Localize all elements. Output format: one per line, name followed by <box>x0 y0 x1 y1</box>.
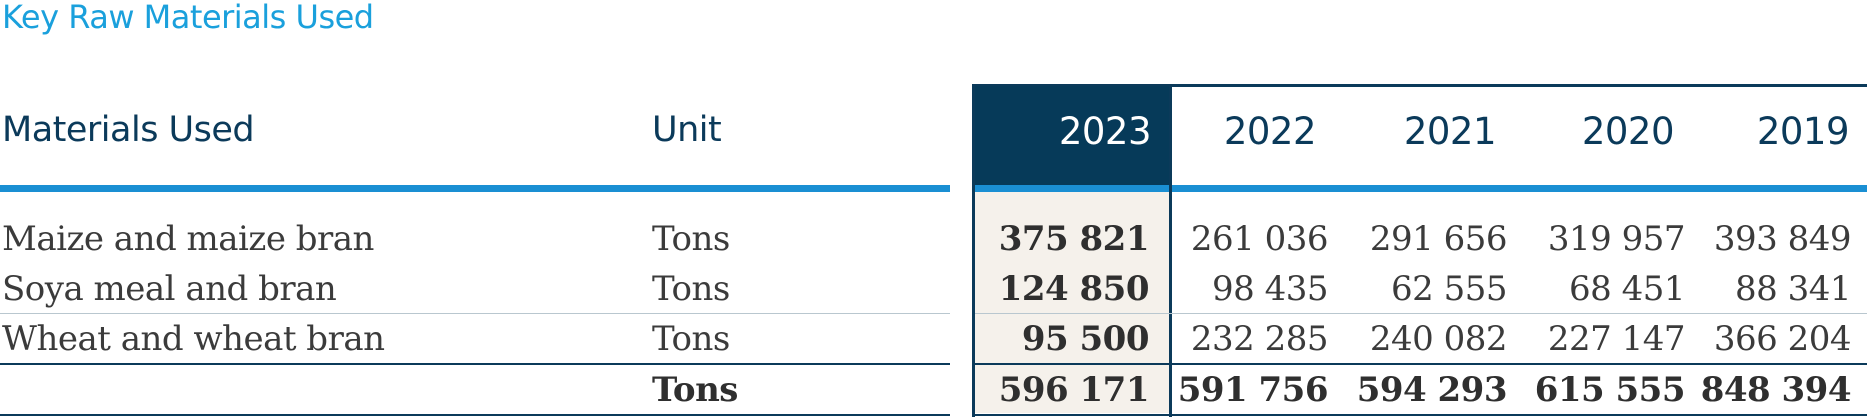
row-value-2022: 232 285 <box>1190 319 1329 359</box>
row-value-2020: 319 957 <box>1547 219 1686 259</box>
row-value-2022: 261 036 <box>1190 219 1329 259</box>
row-material: Maize and maize bran <box>2 219 374 259</box>
row-material: Wheat and wheat bran <box>2 319 385 359</box>
total-value-2023: 596 171 <box>998 370 1150 410</box>
row-value-2021: 240 082 <box>1369 319 1508 359</box>
row-unit: Tons <box>652 219 730 259</box>
page-title: Key Raw Materials Used <box>2 0 374 36</box>
header-year-2022: 2022 <box>1172 86 1334 186</box>
row-value-2021: 62 555 <box>1391 269 1507 309</box>
total-value-2019: 848 394 <box>1700 370 1852 410</box>
row-unit: Tons <box>652 319 730 359</box>
header-year-2023: 2023 <box>975 86 1171 186</box>
header-year-2019: 2019 <box>1692 86 1867 186</box>
table-row: Maize and maize bran Tons 375 821 261 03… <box>0 214 1867 264</box>
header-year-2020: 2020 <box>1514 86 1692 186</box>
table-row: Soya meal and bran Tons 124 850 98 435 6… <box>0 264 1867 314</box>
total-divider <box>0 363 950 365</box>
total-divider <box>975 363 1867 365</box>
year-frame-left-border <box>972 84 975 417</box>
row-value-2019: 393 849 <box>1713 219 1852 259</box>
header-year-label: 2020 <box>1581 110 1675 153</box>
header-year-label: 2019 <box>1756 110 1850 153</box>
table-bottom-border <box>975 414 1867 416</box>
year-column-divider <box>1169 84 1172 417</box>
header-year-label: 2022 <box>1223 110 1317 153</box>
total-unit: Tons <box>652 370 738 410</box>
total-value-2021: 594 293 <box>1356 370 1508 410</box>
header-year-2021: 2021 <box>1334 86 1514 186</box>
highlight-column-shade <box>975 192 1169 413</box>
row-divider <box>0 313 950 314</box>
row-unit: Tons <box>652 269 730 309</box>
row-value-2020: 227 147 <box>1547 319 1686 359</box>
row-value-2023: 124 850 <box>998 269 1150 309</box>
row-material: Soya meal and bran <box>2 269 337 309</box>
header-year-label: 2023 <box>1058 110 1152 153</box>
row-value-2019: 366 204 <box>1713 319 1852 359</box>
total-value-2022: 591 756 <box>1177 370 1329 410</box>
header-year-label: 2021 <box>1403 110 1497 153</box>
header-materials-used: Materials Used <box>2 110 255 150</box>
row-value-2020: 68 451 <box>1569 269 1685 309</box>
row-divider <box>975 313 1867 314</box>
total-value-2020: 615 555 <box>1534 370 1686 410</box>
row-value-2021: 291 656 <box>1369 219 1508 259</box>
row-value-2019: 88 341 <box>1735 269 1851 309</box>
row-value-2023: 95 500 <box>1021 319 1150 359</box>
header-rule-right <box>975 185 1867 192</box>
row-value-2023: 375 821 <box>998 219 1150 259</box>
total-row: Tons 596 171 591 756 594 293 615 555 848… <box>0 365 1867 415</box>
header-unit: Unit <box>652 110 722 150</box>
table-bottom-border <box>0 414 950 416</box>
table-row: Wheat and wheat bran Tons 95 500 232 285… <box>0 314 1867 364</box>
year-frame-top-border <box>972 84 1867 87</box>
header-rule-left <box>0 185 950 192</box>
row-value-2022: 98 435 <box>1212 269 1328 309</box>
